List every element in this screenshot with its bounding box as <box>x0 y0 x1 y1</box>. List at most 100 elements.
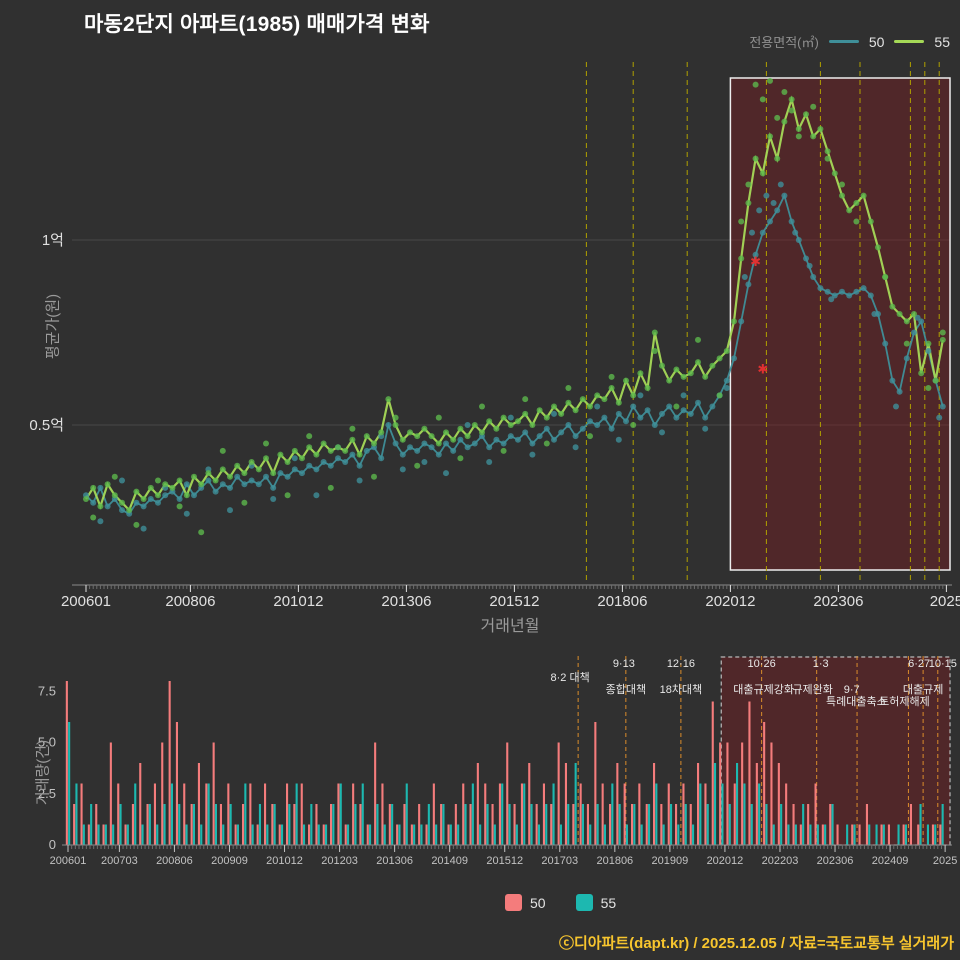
volume-bar-55 <box>670 804 673 845</box>
volume-bar-50 <box>594 722 597 845</box>
price-x-tick-label: 201306 <box>381 593 431 610</box>
volume-bar-50 <box>880 824 883 845</box>
price-dot-55 <box>126 507 133 514</box>
volume-bar-50 <box>315 804 318 845</box>
volume-bar-50 <box>359 804 362 845</box>
volume-y-tick-label: 0 <box>49 837 56 852</box>
price-dot-55 <box>752 155 759 162</box>
price-dot-55 <box>414 462 421 469</box>
volume-bar-55 <box>288 804 291 845</box>
price-dot-55 <box>551 403 557 410</box>
policy-annotation: 종합대책 <box>606 683 646 696</box>
price-dot-55 <box>788 96 795 103</box>
price-x-tick-label: 202306 <box>813 593 863 610</box>
volume-bar-50 <box>197 763 200 845</box>
price-dot-55 <box>738 255 745 262</box>
price-dot-50 <box>392 440 399 447</box>
price-dot-50 <box>615 410 622 417</box>
price-dot-50 <box>860 285 867 292</box>
price-dot-55 <box>111 473 118 480</box>
volume-bar-50 <box>821 824 824 845</box>
price-x-tick-label: 201012 <box>273 593 323 610</box>
price-dot-50 <box>903 355 910 362</box>
volume-bar-50 <box>836 824 839 845</box>
price-dot-50 <box>752 251 759 258</box>
copyright-source-text: ⓒ디아파트(dapt.kr) / 2025.12.05 / 자료=국토교통부 실… <box>558 935 954 952</box>
policy-annotation: 규제완화 <box>792 683 832 696</box>
policy-annotation: 6·27 <box>908 658 930 670</box>
price-dot-50 <box>162 492 169 499</box>
price-dot-55 <box>479 403 485 410</box>
volume-bar-50 <box>785 783 788 845</box>
price-dot-50 <box>817 285 824 292</box>
price-dot-50 <box>183 481 190 488</box>
price-dot-55 <box>673 403 680 410</box>
volume-bar-50 <box>513 804 516 845</box>
legend-bottom: 50 55 <box>505 894 616 911</box>
price-x-axis-label: 거래년월 <box>480 618 540 635</box>
volume-bar-55 <box>853 824 856 845</box>
volume-bar-55 <box>273 804 276 845</box>
volume-bar-55 <box>90 804 93 845</box>
volume-bar-55 <box>347 824 350 845</box>
volume-bar-55 <box>325 824 328 845</box>
volume-x-tick-label: 200909 <box>211 855 248 867</box>
volume-bar-50 <box>660 804 663 845</box>
volume-bar-50 <box>697 763 700 845</box>
price-dot-55 <box>392 414 399 421</box>
price-dot-55 <box>335 444 341 451</box>
price-dot-55 <box>500 414 507 421</box>
volume-bar-50 <box>770 742 773 845</box>
volume-bar-50 <box>741 742 744 845</box>
price-dot-55 <box>198 481 205 488</box>
price-dot-55 <box>745 181 752 188</box>
volume-bar-50 <box>175 722 178 845</box>
price-dot-55 <box>450 436 457 443</box>
price-dot-55 <box>543 414 550 421</box>
price-dot-55 <box>817 126 824 132</box>
price-dot-55 <box>659 362 665 369</box>
volume-bar-50 <box>704 783 707 845</box>
price-dot-50 <box>871 311 878 317</box>
price-dot-55 <box>219 447 226 454</box>
price-dot-55 <box>572 407 579 414</box>
volume-bar-50 <box>469 804 472 845</box>
price-dot-55 <box>716 355 723 362</box>
price-dot-50 <box>846 292 853 299</box>
volume-bar-55 <box>831 804 834 845</box>
price-dot-50 <box>594 403 601 410</box>
price-dot-50 <box>399 466 406 473</box>
price-dot-55 <box>263 440 269 447</box>
price-dot-50 <box>673 414 680 421</box>
volume-bar-55 <box>750 804 753 845</box>
volume-bar-55 <box>310 804 313 845</box>
volume-bar-50 <box>506 742 509 845</box>
price-y-tick-label: 1억 <box>42 232 64 249</box>
price-dot-55 <box>558 410 565 417</box>
price-dot-50 <box>443 440 449 447</box>
price-dot-55 <box>939 329 946 336</box>
volume-x-tick-label: 200601 <box>50 855 87 867</box>
policy-annotation: 9·7 <box>844 684 860 696</box>
price-dot-55 <box>781 89 788 95</box>
price-dot-50 <box>579 425 586 432</box>
price-dot-55 <box>608 385 615 391</box>
price-dot-50 <box>918 318 925 325</box>
price-dot-50 <box>914 314 921 321</box>
price-dot-55 <box>615 399 622 406</box>
volume-bar-55 <box>156 824 159 845</box>
volume-bar-50 <box>491 804 494 845</box>
volume-bar-50 <box>87 824 90 845</box>
volume-bar-55 <box>868 824 871 845</box>
price-dot-55 <box>522 396 529 403</box>
price-dot-50 <box>889 377 896 384</box>
price-dot-50 <box>248 477 255 484</box>
price-dot-55 <box>831 170 838 177</box>
volume-bar-50 <box>256 824 259 845</box>
volume-bar-55 <box>699 783 702 845</box>
volume-bar-55 <box>824 824 827 845</box>
volume-bar-50 <box>308 824 311 845</box>
price-dot-50 <box>939 403 946 410</box>
price-dot-50 <box>284 473 291 480</box>
volume-bar-50 <box>564 763 567 845</box>
